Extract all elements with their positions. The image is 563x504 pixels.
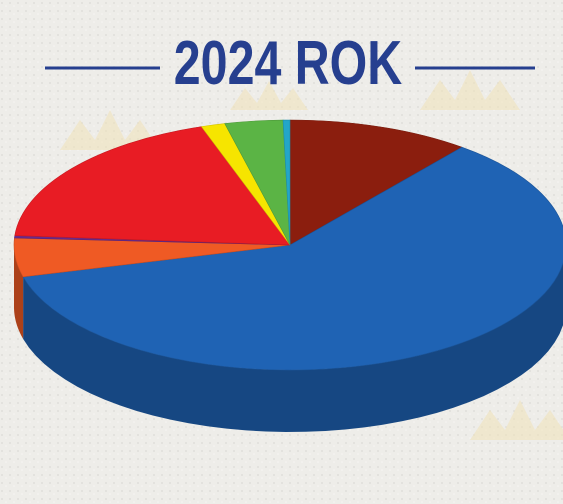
- chart-title: 2024 ROK: [174, 28, 402, 97]
- pie: [14, 120, 563, 432]
- chart: 2024 ROK: [0, 0, 563, 504]
